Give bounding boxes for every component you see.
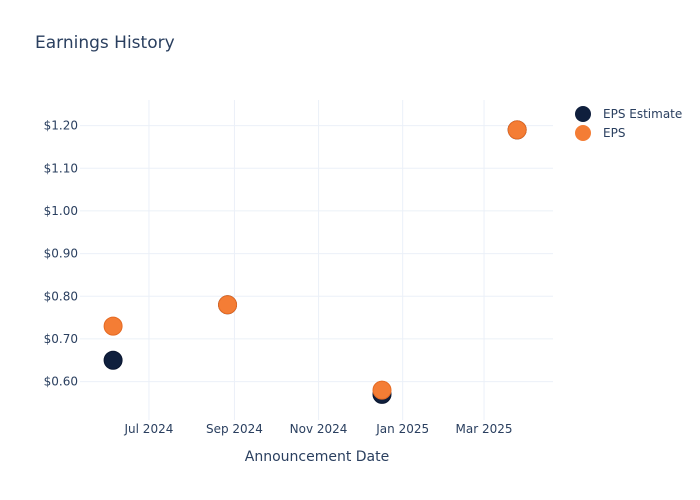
legend-marker[interactable] bbox=[575, 125, 591, 141]
data-point-eps[interactable] bbox=[507, 120, 527, 140]
data-point-eps-estimate[interactable] bbox=[103, 350, 123, 370]
x-tick-label: Jul 2024 bbox=[124, 422, 174, 436]
y-tick-label: $0.80 bbox=[44, 289, 78, 303]
x-tick-label: Mar 2025 bbox=[456, 422, 513, 436]
x-tick-label: Nov 2024 bbox=[290, 422, 348, 436]
legend-label[interactable]: EPS Estimate bbox=[603, 107, 682, 121]
x-tick-label: Jan 2025 bbox=[375, 422, 429, 436]
data-point-eps[interactable] bbox=[103, 316, 123, 336]
x-tick-label: Sep 2024 bbox=[206, 422, 263, 436]
data-point-eps[interactable] bbox=[372, 380, 392, 400]
y-tick-label: $1.20 bbox=[44, 119, 78, 133]
legend: EPS Estimate EPS bbox=[575, 106, 682, 141]
chart-title: Earnings History bbox=[35, 33, 175, 53]
legend-marker[interactable] bbox=[575, 106, 591, 122]
y-axis-ticks: $0.60 $0.70 $0.80 $0.90 $1.00 $1.10 $1.20 bbox=[44, 119, 78, 389]
y-tick-label: $0.70 bbox=[44, 332, 78, 346]
data-points bbox=[103, 120, 527, 404]
y-tick-label: $0.60 bbox=[44, 375, 78, 389]
y-tick-label: $1.10 bbox=[44, 161, 78, 175]
data-point-eps[interactable] bbox=[218, 295, 238, 315]
y-tick-label: $1.00 bbox=[44, 204, 78, 218]
y-tick-label: $0.90 bbox=[44, 247, 78, 261]
x-axis-title: Announcement Date bbox=[245, 449, 389, 465]
grid-lines bbox=[80, 100, 553, 420]
legend-label[interactable]: EPS bbox=[603, 126, 625, 140]
x-axis-ticks: Jul 2024 Sep 2024 Nov 2024 Jan 2025 Mar 2025 bbox=[124, 422, 513, 436]
